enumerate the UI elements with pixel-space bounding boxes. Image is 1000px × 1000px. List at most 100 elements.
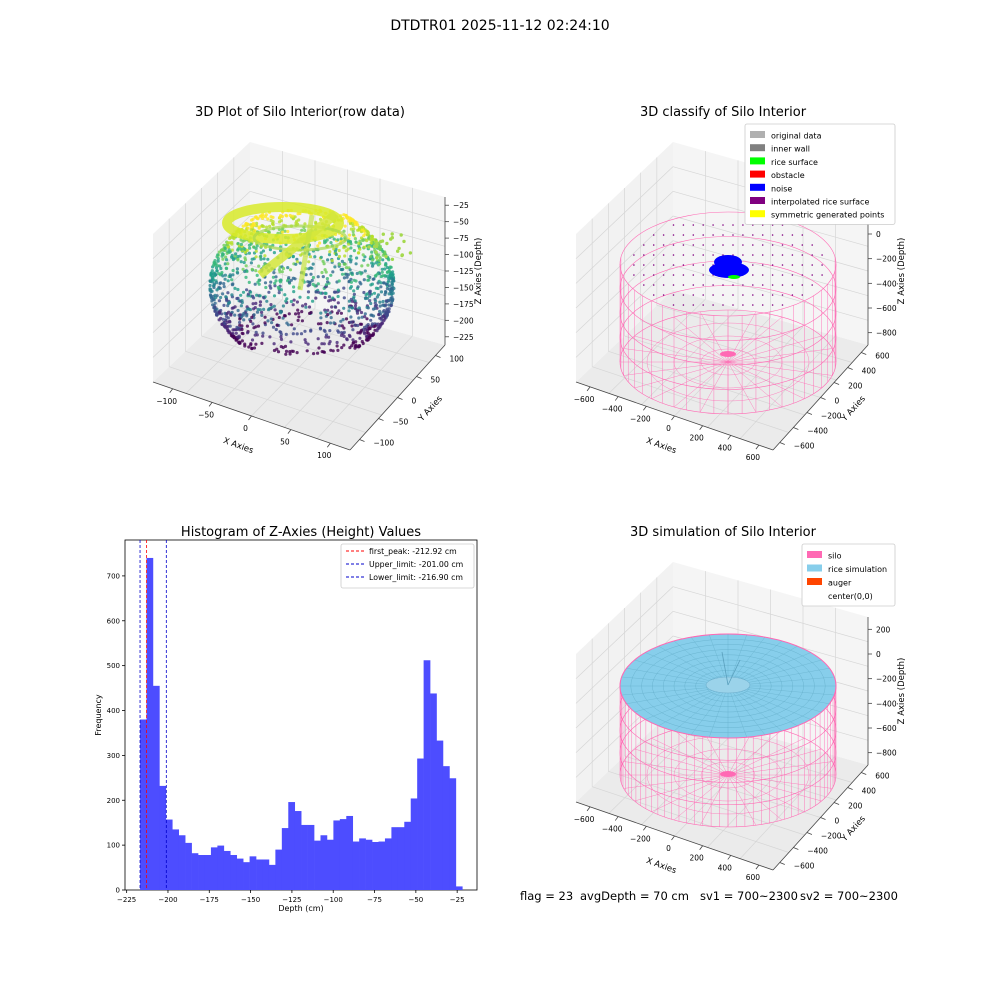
raw-point	[208, 287, 212, 291]
raw-point	[266, 257, 270, 261]
interpolated-point	[811, 284, 813, 286]
raw-point	[309, 272, 313, 276]
z-tick-label: −600	[876, 304, 897, 313]
raw-point	[239, 293, 243, 297]
raw-point	[280, 214, 284, 219]
x-tick	[643, 826, 647, 831]
raw-point	[279, 345, 283, 349]
interpolated-point	[643, 244, 645, 246]
raw-point	[283, 229, 287, 233]
interpolated-point	[732, 234, 734, 236]
raw-point	[361, 238, 365, 243]
raw-point	[377, 279, 381, 283]
raw-point	[238, 320, 242, 325]
raw-point	[272, 304, 276, 308]
raw-point	[348, 240, 352, 244]
raw-point	[294, 262, 298, 266]
panel-classify: −600 −400 −200 0 200 400 600 −600 −400 −200 0 200 40…	[574, 105, 907, 462]
raw-point	[366, 278, 370, 282]
raw-point	[214, 312, 219, 317]
raw-point	[371, 237, 375, 241]
raw-point	[213, 296, 218, 300]
raw-point	[308, 283, 312, 287]
interpolated-point	[781, 264, 784, 266]
interpolated-point	[732, 224, 734, 226]
interpolated-point	[781, 274, 784, 276]
raw-point	[276, 350, 281, 354]
raw-point	[299, 253, 303, 257]
raw-point	[350, 324, 354, 328]
footer-sv2: sv2 = 700~2300	[800, 889, 898, 903]
raw-point	[290, 323, 294, 327]
raw-point	[371, 258, 375, 262]
legend-label: rice surface	[771, 158, 818, 167]
raw-point	[337, 309, 341, 313]
raw-point	[317, 346, 321, 350]
raw-point	[329, 241, 333, 245]
raw-point	[340, 272, 345, 276]
raw-point	[300, 310, 304, 314]
raw-point	[247, 251, 251, 255]
raw-point	[262, 307, 266, 311]
raw-point	[349, 277, 353, 281]
raw-point	[258, 294, 262, 298]
interpolated-point	[761, 284, 764, 286]
x-tick-label: −150	[241, 896, 260, 904]
raw-point	[342, 229, 346, 233]
histogram-bar	[372, 841, 379, 890]
interpolated-point	[633, 264, 635, 266]
interpolated-point	[722, 234, 724, 236]
interpolated-point	[742, 254, 744, 256]
raw-point	[284, 213, 288, 217]
interpolated-point	[672, 284, 675, 286]
raw-point	[249, 227, 253, 232]
raw-point	[249, 319, 253, 323]
z-tick-label: −600	[876, 724, 897, 733]
raw-point	[328, 329, 332, 333]
raw-point	[316, 351, 320, 355]
interpolated-point	[692, 284, 695, 286]
y-tick-label: 400	[107, 707, 120, 715]
raw-point	[348, 346, 352, 350]
raw-point	[209, 294, 213, 298]
raw-point	[345, 275, 349, 279]
legend-swatch	[807, 591, 822, 599]
raw-outlier-point	[390, 232, 394, 236]
raw-point	[347, 257, 352, 261]
legend-swatch	[807, 578, 822, 585]
mesh-spoke	[727, 685, 783, 732]
x-tick	[727, 855, 732, 860]
raw-point	[348, 216, 352, 220]
raw-point	[356, 331, 360, 335]
raw-point	[332, 247, 336, 251]
raw-outlier-point	[397, 246, 401, 251]
raw-point	[245, 269, 249, 273]
interpolated-point	[702, 234, 704, 236]
noise-cluster	[709, 262, 749, 278]
raw-point	[366, 338, 370, 342]
raw-point	[303, 329, 307, 333]
interpolated-point	[702, 294, 704, 296]
interpolated-point	[781, 244, 784, 246]
histogram-bar	[410, 798, 418, 890]
raw-point	[369, 301, 373, 306]
y-tick	[861, 352, 867, 355]
z-tick-label: −800	[876, 749, 897, 758]
interpolated-point	[811, 244, 813, 246]
silo-floor-ring	[673, 748, 783, 802]
raw-point	[221, 317, 225, 321]
raw-point	[272, 271, 276, 275]
raw-point	[243, 269, 247, 274]
raw-point	[316, 282, 320, 286]
raw-point	[230, 253, 234, 257]
raw-point	[250, 267, 254, 271]
x-tick-label: −600	[574, 395, 595, 404]
raw-point	[368, 299, 372, 303]
raw-point	[349, 280, 353, 284]
interpolated-point	[821, 274, 823, 276]
raw-point	[273, 281, 277, 285]
raw-point	[238, 313, 242, 317]
raw-point	[381, 249, 385, 253]
raw-point	[324, 291, 328, 295]
legend-label: symmetric generated points	[771, 211, 884, 220]
